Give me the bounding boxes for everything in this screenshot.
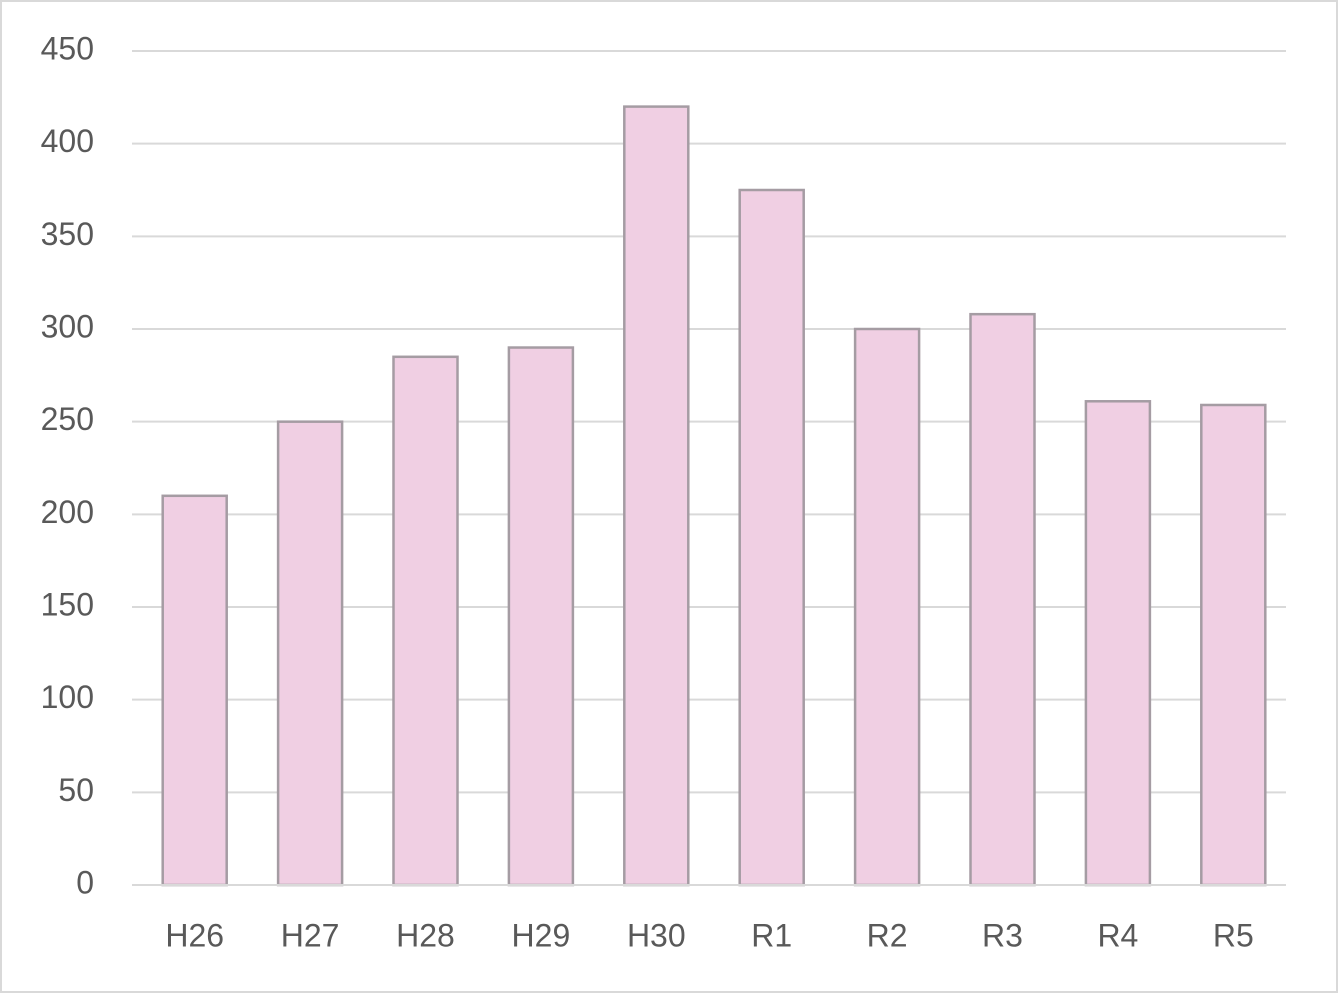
x-tick-label: H26 [165, 917, 224, 953]
bar [969, 312, 1036, 887]
bar [738, 188, 805, 887]
bar [1084, 400, 1152, 887]
x-tick-label: H30 [627, 917, 686, 953]
x-tick-label: R2 [867, 917, 908, 953]
x-tick-label: R5 [1213, 917, 1254, 953]
y-tick-label: 50 [58, 772, 94, 808]
x-tick-label: H27 [281, 917, 340, 953]
bar [623, 105, 690, 887]
y-tick-label: 200 [41, 494, 94, 530]
bar [507, 346, 575, 887]
y-tick-label: 100 [41, 679, 94, 715]
x-tick-label: R3 [982, 917, 1023, 953]
y-tick-label: 350 [41, 216, 94, 252]
y-tick-label: 150 [41, 586, 94, 622]
x-tick-label: H29 [512, 917, 571, 953]
y-tick-label: 0 [76, 864, 94, 900]
x-tick-label: H28 [396, 917, 455, 953]
y-tick-label: 450 [41, 30, 94, 66]
y-tick-label: 250 [41, 401, 94, 437]
x-tick-label: R1 [751, 917, 792, 953]
bar [161, 494, 228, 887]
bar [392, 355, 459, 887]
y-tick-label: 400 [41, 123, 94, 159]
bar [853, 327, 921, 887]
y-tick-label: 300 [41, 308, 94, 344]
bar [276, 420, 344, 887]
x-tick-label: R4 [1097, 917, 1138, 953]
bar [1200, 403, 1267, 887]
